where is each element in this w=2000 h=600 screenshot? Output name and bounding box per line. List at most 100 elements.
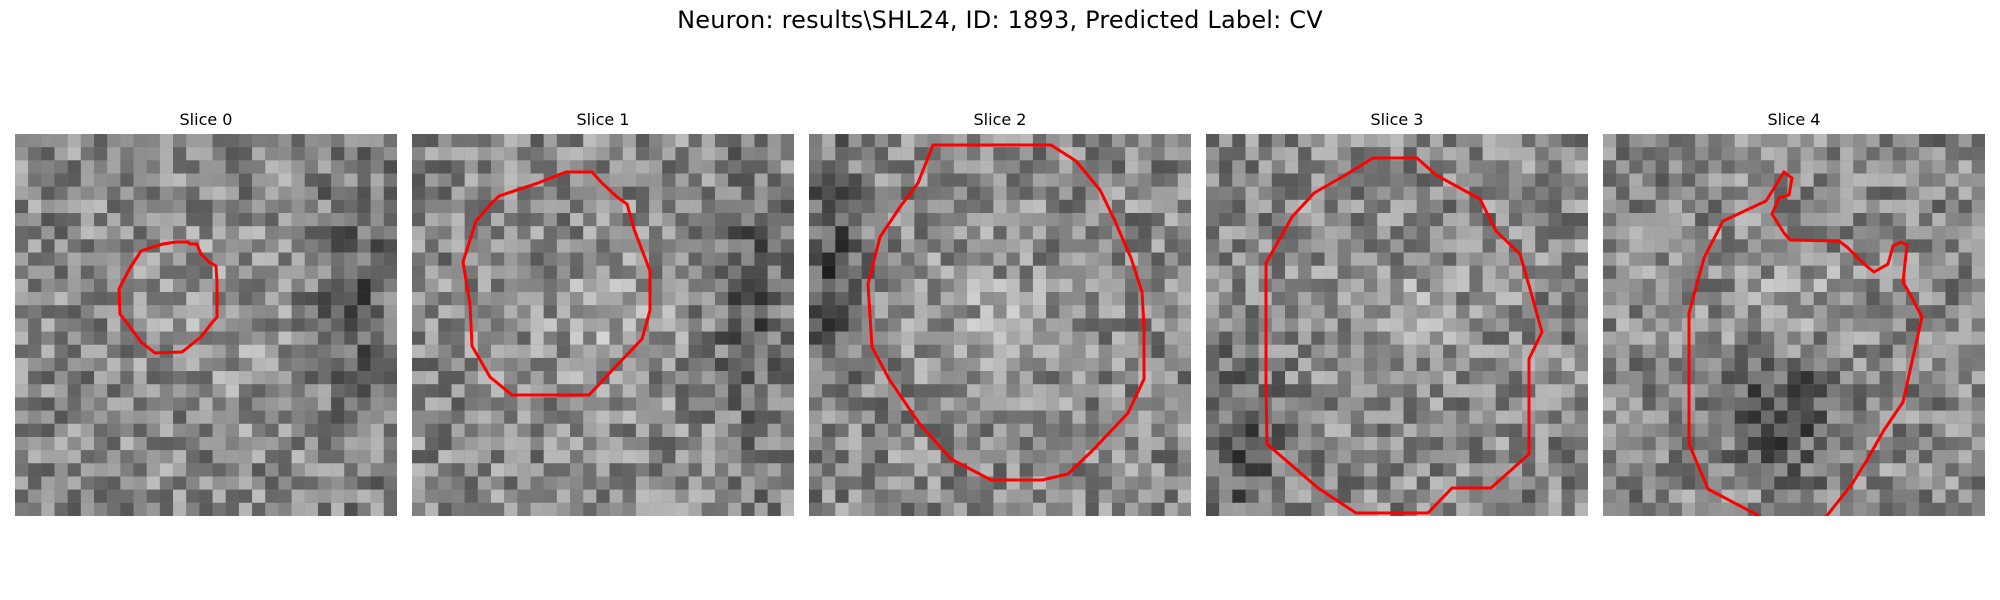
pixel-cell xyxy=(1642,502,1656,516)
pixel-cell xyxy=(278,318,292,332)
pixel-cell xyxy=(504,318,518,332)
pixel-cell xyxy=(1971,476,1985,490)
pixel-cell xyxy=(425,397,439,411)
pixel-cell xyxy=(464,410,478,424)
pixel-cell xyxy=(1561,463,1575,477)
pixel-cell xyxy=(1508,357,1523,372)
pixel-cell xyxy=(1006,463,1020,477)
pixel-cell xyxy=(225,278,239,293)
pixel-cell xyxy=(967,331,981,345)
pixel-cell xyxy=(570,292,584,306)
pixel-cell xyxy=(1535,199,1549,214)
pixel-cell xyxy=(754,344,768,358)
pixel-cell xyxy=(953,318,968,332)
pixel-cell xyxy=(1429,476,1444,490)
pixel-cell xyxy=(583,265,597,279)
pixel-cell xyxy=(874,436,889,451)
pixel-cell xyxy=(848,410,862,424)
pixel-cell xyxy=(252,344,266,358)
pixel-cell xyxy=(159,292,174,306)
pixel-cell xyxy=(1655,134,1669,148)
pixel-cell xyxy=(1271,436,1286,451)
pixel-cell xyxy=(304,292,318,306)
pixel-cell xyxy=(451,397,465,411)
pixel-cell xyxy=(835,450,849,464)
pixel-cell xyxy=(993,371,1007,385)
pixel-cell xyxy=(1098,278,1112,293)
pixel-cell xyxy=(688,186,702,200)
pixel-cell xyxy=(1219,134,1233,148)
pixel-cell xyxy=(1866,463,1880,477)
pixel-cell xyxy=(252,489,266,503)
pixel-cell xyxy=(517,160,531,174)
pixel-cell xyxy=(556,476,571,490)
pixel-cell xyxy=(1258,186,1272,200)
pixel-cell xyxy=(1429,252,1444,266)
pixel-cell xyxy=(357,186,371,200)
pixel-cell xyxy=(609,213,623,227)
pixel-cell xyxy=(357,213,371,227)
pixel-cell xyxy=(1642,213,1656,227)
pixel-cell xyxy=(809,147,823,161)
pixel-cell xyxy=(1866,305,1880,319)
pixel-cell xyxy=(570,226,584,240)
pixel-cell xyxy=(1416,476,1430,490)
pixel-cell xyxy=(15,134,29,148)
pixel-cell xyxy=(1508,410,1523,424)
pixel-cell xyxy=(504,199,518,214)
pixel-cell xyxy=(688,436,702,451)
pixel-cell xyxy=(41,292,55,306)
pixel-cell xyxy=(1337,278,1351,293)
pixel-cell xyxy=(370,226,384,240)
pixel-cell xyxy=(1958,160,1972,174)
pixel-cell xyxy=(1111,292,1126,306)
pixel-cell xyxy=(1311,173,1325,187)
pixel-cell xyxy=(291,265,305,279)
pixel-cell xyxy=(120,226,134,240)
pixel-cell xyxy=(1616,357,1630,372)
pixel-cell xyxy=(1734,331,1748,345)
pixel-cell xyxy=(1826,397,1841,411)
pixel-cell xyxy=(199,489,213,503)
pixel-cell xyxy=(212,502,226,516)
pixel-cell xyxy=(357,305,371,319)
pixel-cell xyxy=(1285,344,1299,358)
pixel-cell xyxy=(927,436,941,451)
pixel-cell xyxy=(1245,423,1259,437)
pixel-cell xyxy=(1019,371,1033,385)
pixel-cell xyxy=(133,476,147,490)
pixel-cell xyxy=(1416,278,1430,293)
pixel-cell xyxy=(304,147,318,161)
pixel-cell xyxy=(1416,344,1430,358)
pixel-cell xyxy=(1905,199,1920,214)
pixel-cell xyxy=(438,410,452,424)
pixel-cell xyxy=(451,502,465,516)
pixel-cell xyxy=(1813,502,1827,516)
pixel-cell xyxy=(874,292,889,306)
pixel-cell xyxy=(635,397,650,411)
pixel-cell xyxy=(1271,213,1286,227)
pixel-cell xyxy=(1508,173,1523,187)
pixel-cell xyxy=(1271,502,1286,516)
pixel-cell xyxy=(1377,186,1391,200)
pixel-cell xyxy=(822,239,836,253)
pixel-cell xyxy=(1364,410,1378,424)
pixel-cell xyxy=(15,436,29,451)
pixel-cell xyxy=(252,252,266,266)
pixel-cell xyxy=(265,331,279,345)
pixel-cell xyxy=(809,397,823,411)
pixel-cell xyxy=(1138,199,1152,214)
pixel-cell xyxy=(1429,239,1444,253)
pixel-cell xyxy=(517,397,531,411)
pixel-cell xyxy=(1574,160,1588,174)
pixel-cell xyxy=(1403,331,1417,345)
pixel-cell xyxy=(1866,213,1880,227)
pixel-cell xyxy=(1971,410,1985,424)
pixel-cell xyxy=(848,344,862,358)
pixel-cell xyxy=(1177,160,1191,174)
pixel-cell xyxy=(688,371,702,385)
pixel-cell xyxy=(383,344,397,358)
pixel-cell xyxy=(609,463,623,477)
pixel-cell xyxy=(159,278,174,293)
pixel-cell xyxy=(570,344,584,358)
